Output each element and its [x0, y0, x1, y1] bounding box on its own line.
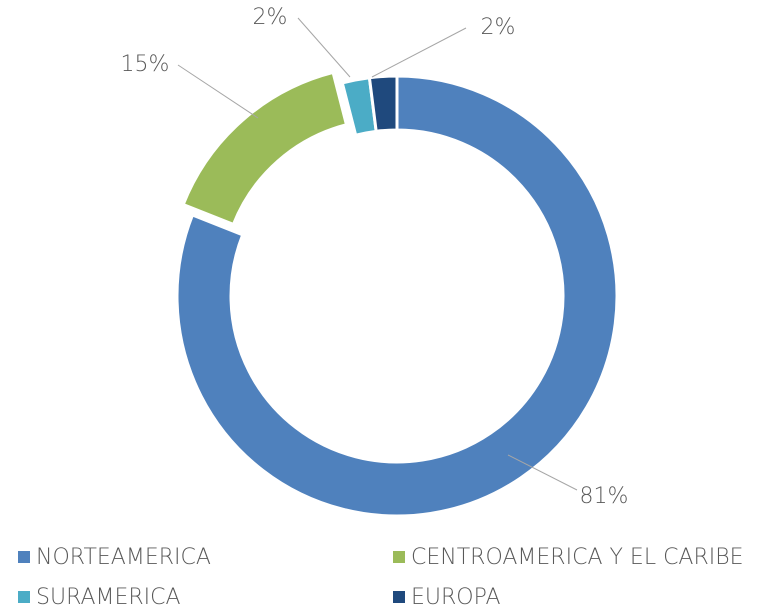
legend-label: CENTROAMERICA Y EL CARIBE [411, 545, 744, 570]
data-label: 2% [481, 15, 516, 40]
legend-swatch [18, 591, 30, 603]
data-label: 2% [253, 5, 288, 30]
leader-line [507, 454, 578, 491]
legend-swatch [18, 551, 30, 563]
leader-line [297, 17, 351, 78]
donut-slice [367, 74, 399, 133]
leader-line [371, 27, 467, 78]
data-label: 15% [121, 52, 170, 77]
legend-label: SURAMERICA [36, 585, 181, 610]
data-label: 81% [580, 484, 629, 509]
leader-line [177, 64, 259, 119]
legend-swatch [393, 591, 405, 603]
legend-swatch [393, 551, 405, 563]
legend-label: EUROPA [411, 585, 501, 610]
donut-slice [181, 70, 349, 227]
legend-label: NORTEAMERICA [36, 545, 211, 570]
donut-slice [175, 74, 619, 518]
